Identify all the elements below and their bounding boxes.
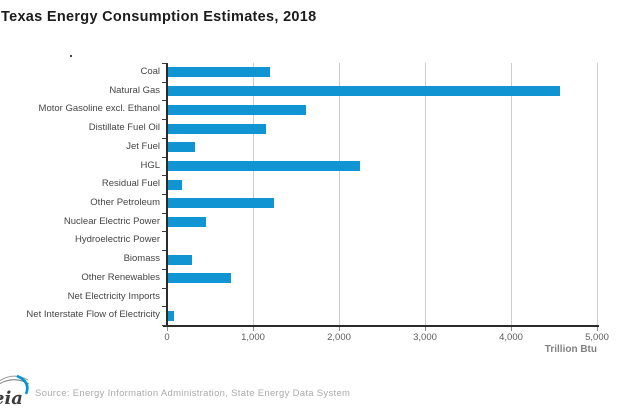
category-label: Nuclear Electric Power bbox=[63, 215, 160, 227]
gridline bbox=[596, 63, 598, 325]
category-label: Residual Fuel bbox=[101, 178, 160, 190]
x-axis-title: Trillion Btu bbox=[544, 344, 597, 355]
category-label: Coal bbox=[140, 66, 160, 77]
y-tick bbox=[162, 194, 167, 195]
y-tick bbox=[162, 287, 167, 289]
source-text: Source: Energy Information Administratio… bbox=[35, 388, 351, 399]
eia-logo-text: eia bbox=[0, 388, 23, 409]
gridline bbox=[424, 63, 426, 325]
y-tick bbox=[162, 175, 167, 177]
x-tick-label: 2,000 bbox=[327, 332, 351, 343]
category-label: Natural Gas bbox=[109, 84, 160, 96]
category-label: Net Electricity Imports bbox=[67, 290, 160, 302]
x-tick-label: 0 bbox=[164, 332, 170, 343]
x-tick-label: 4,000 bbox=[499, 332, 523, 343]
chart-title: Texas Energy Consumption Estimates, 2018 bbox=[1, 9, 317, 25]
y-tick bbox=[162, 212, 167, 214]
x-tick bbox=[511, 327, 512, 331]
bar bbox=[167, 254, 193, 265]
bar bbox=[167, 67, 271, 78]
bar bbox=[167, 179, 183, 190]
category-label: HGL bbox=[140, 159, 160, 171]
category-label: Other Renewables bbox=[81, 271, 160, 283]
category-label: Other Petroleum bbox=[90, 197, 160, 208]
y-tick bbox=[162, 325, 167, 326]
x-tick bbox=[253, 327, 254, 331]
y-tick bbox=[162, 250, 167, 252]
x-axis-line bbox=[163, 325, 599, 327]
y-tick bbox=[162, 268, 167, 270]
category-label: Motor Gasoline excl. Ethanol bbox=[38, 103, 160, 115]
x-tick bbox=[167, 327, 168, 331]
gridline bbox=[252, 63, 254, 325]
y-tick bbox=[162, 137, 167, 139]
y-tick bbox=[162, 306, 167, 308]
category-label: Hydroelectric Power bbox=[75, 234, 160, 246]
y-tick bbox=[162, 119, 167, 121]
gridline bbox=[510, 63, 512, 325]
category-label: Jet Fuel bbox=[126, 140, 160, 152]
x-tick-label: 1,000 bbox=[241, 332, 265, 343]
bar bbox=[167, 123, 266, 134]
bar bbox=[167, 273, 231, 284]
category-label: Net Interstate Flow of Electricity bbox=[26, 309, 160, 321]
x-tick-label: 3,000 bbox=[413, 332, 437, 343]
eia-logo-icon: eia bbox=[0, 374, 30, 409]
x-tick bbox=[597, 327, 598, 331]
bar bbox=[167, 217, 206, 228]
y-tick bbox=[162, 100, 167, 102]
bar bbox=[167, 86, 561, 97]
y-tick bbox=[162, 63, 167, 64]
bar bbox=[167, 142, 196, 153]
y-tick bbox=[162, 81, 167, 83]
gridline bbox=[338, 63, 340, 325]
legend-dot bbox=[70, 55, 72, 57]
bar bbox=[167, 198, 274, 209]
bar bbox=[167, 310, 174, 321]
bar bbox=[167, 160, 360, 171]
x-tick bbox=[339, 327, 340, 331]
x-tick-label: 5,000 bbox=[585, 332, 609, 343]
plot-area bbox=[167, 63, 598, 325]
y-tick bbox=[162, 156, 167, 158]
category-label: Biomass bbox=[123, 253, 160, 265]
bar bbox=[167, 104, 307, 115]
y-tick bbox=[162, 231, 167, 233]
category-label: Distillate Fuel Oil bbox=[88, 122, 160, 134]
x-tick bbox=[425, 327, 426, 331]
